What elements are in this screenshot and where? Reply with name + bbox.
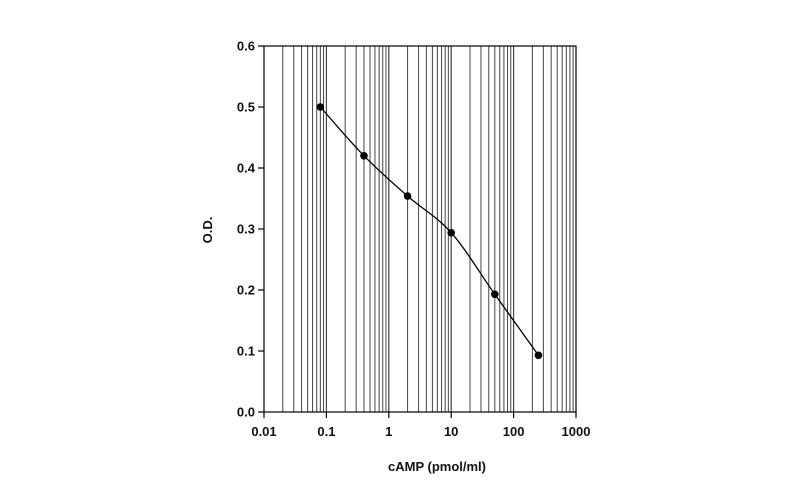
plot-frame	[263, 45, 577, 413]
x-tick-label: 10	[444, 424, 458, 439]
y-tick-label: 0.6	[237, 39, 255, 54]
plot-border	[263, 45, 577, 413]
y-tick-label: 0.3	[237, 222, 255, 237]
x-tick-label: 100	[503, 424, 525, 439]
series-line	[319, 106, 539, 356]
data-point	[534, 351, 543, 360]
curve	[319, 106, 539, 356]
x-tick-label: 0.01	[251, 424, 276, 439]
data-point	[316, 103, 325, 111]
grid	[263, 46, 577, 412]
x-tick-label: 1000	[562, 424, 591, 439]
y-tick-label: 0.4	[237, 161, 256, 176]
x-tick-label: 0.1	[317, 424, 335, 439]
y-tick-label: 0.1	[237, 344, 255, 359]
x-axis-ticks: 0.01 0.1 1 10 100 1000	[251, 412, 590, 439]
y-axis-title: O.D.	[200, 217, 215, 244]
data-point	[447, 228, 456, 237]
data-point	[360, 152, 368, 160]
data-point	[403, 192, 412, 200]
y-axis-ticks: 0.0 0.1 0.2 0.3 0.4 0.5 0.6	[237, 39, 264, 420]
x-tick-label: 1	[385, 424, 392, 439]
x-axis-title: cAMP (pmol/ml)	[388, 459, 486, 474]
y-tick-label: 0.2	[237, 283, 255, 298]
y-tick-label: 0.5	[237, 100, 255, 115]
y-tick-label: 0.0	[237, 405, 255, 420]
data-points	[316, 103, 543, 360]
data-point	[491, 290, 499, 299]
